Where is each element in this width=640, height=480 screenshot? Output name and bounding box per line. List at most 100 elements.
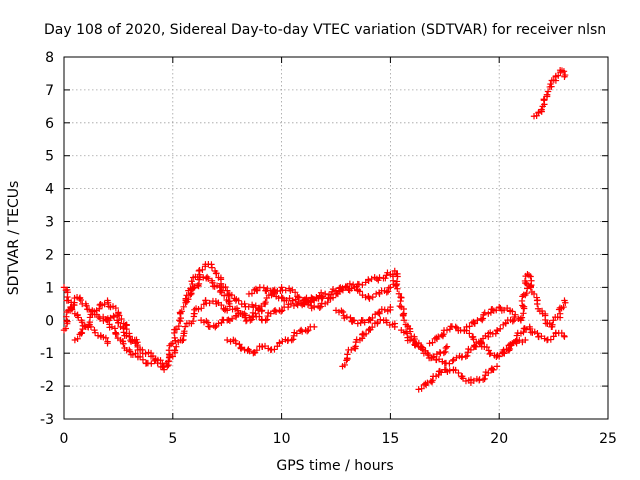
- data-point: [112, 304, 120, 312]
- series-track-q: [463, 271, 569, 331]
- data-point: [369, 323, 376, 331]
- data-point: [503, 345, 510, 353]
- data-point: [181, 327, 188, 335]
- data-point: [206, 299, 213, 307]
- data-point: [311, 303, 318, 311]
- data-point: [232, 340, 240, 347]
- data-point: [419, 346, 426, 353]
- data-point: [288, 336, 295, 344]
- data-point: [139, 356, 147, 363]
- data-point: [215, 320, 222, 327]
- data-point: [224, 307, 231, 314]
- data-point: [522, 336, 529, 344]
- y-tick-label: 1: [45, 280, 54, 296]
- data-point: [126, 333, 133, 340]
- data-point: [116, 312, 123, 319]
- chart-title: Day 108 of 2020, Sidereal Day-to-day VTE…: [44, 22, 606, 38]
- y-tick-label: -3: [40, 412, 54, 428]
- data-point: [395, 290, 403, 297]
- data-point: [165, 347, 173, 354]
- data-point: [443, 326, 451, 334]
- data-point: [547, 80, 554, 88]
- data-point: [195, 267, 203, 275]
- data-point: [212, 324, 219, 331]
- data-point: [77, 296, 84, 304]
- plot-frame: [63, 56, 609, 420]
- data-point: [83, 302, 90, 309]
- data-point: [415, 386, 422, 393]
- series-track-j: [300, 269, 401, 312]
- data-point: [104, 340, 111, 347]
- data-point: [497, 325, 504, 332]
- data-point: [91, 311, 99, 318]
- data-point: [329, 285, 337, 293]
- y-tick-label: 0: [45, 313, 54, 329]
- data-point: [350, 317, 358, 324]
- data-point: [399, 312, 407, 320]
- data-point: [376, 290, 383, 298]
- data-point: [115, 319, 122, 326]
- data-point: [486, 350, 493, 358]
- data-point: [343, 313, 351, 321]
- data-point: [252, 310, 259, 317]
- data-point: [277, 308, 285, 315]
- data-point: [519, 293, 526, 300]
- x-tick-label: 10: [273, 431, 291, 447]
- data-point: [561, 73, 568, 80]
- series-track-h: [224, 323, 318, 357]
- data-point: [366, 316, 373, 323]
- data-point: [509, 318, 516, 325]
- data-point: [359, 281, 366, 289]
- series-track-o: [415, 363, 501, 393]
- data-point: [175, 322, 183, 330]
- data-point: [279, 307, 286, 314]
- data-point: [512, 338, 519, 345]
- data-point: [178, 308, 185, 315]
- data-point: [241, 300, 248, 308]
- data-point: [247, 317, 254, 324]
- data-point: [455, 369, 462, 377]
- x-tick-label: 25: [599, 431, 617, 447]
- data-point: [148, 360, 155, 367]
- data-point: [502, 320, 509, 327]
- data-point: [79, 325, 86, 333]
- data-point: [443, 343, 451, 350]
- data-point: [377, 316, 384, 323]
- data-point: [375, 309, 382, 317]
- data-point: [235, 297, 242, 304]
- data-point: [391, 323, 398, 331]
- data-point: [538, 106, 545, 113]
- data-point: [394, 285, 401, 292]
- data-point: [220, 292, 228, 299]
- series-track-k: [332, 303, 394, 327]
- data-point: [195, 306, 202, 313]
- data-points: [60, 66, 569, 393]
- data-point: [217, 280, 225, 287]
- y-tick-labels: -3 -2 -1 0 1 2 3 4 5 6 7 8: [40, 50, 54, 428]
- data-point: [383, 289, 390, 296]
- data-point: [248, 290, 256, 297]
- data-point: [104, 299, 112, 306]
- data-point: [189, 317, 197, 325]
- data-point: [62, 325, 70, 332]
- data-point: [442, 344, 450, 352]
- data-point: [235, 309, 243, 317]
- data-point: [556, 310, 564, 317]
- data-point: [203, 317, 210, 325]
- y-tick-label: 7: [45, 83, 54, 99]
- data-point: [541, 96, 548, 104]
- data-point: [262, 299, 269, 306]
- y-tick-label: 8: [45, 50, 54, 66]
- data-point: [164, 362, 171, 370]
- data-point: [213, 270, 220, 277]
- data-point: [189, 280, 196, 288]
- data-point: [436, 367, 443, 375]
- data-point: [544, 88, 552, 95]
- data-point: [481, 309, 488, 316]
- data-point: [101, 300, 108, 308]
- data-point: [209, 279, 216, 286]
- data-point: [362, 330, 370, 338]
- data-point: [466, 323, 473, 330]
- data-point: [289, 336, 297, 343]
